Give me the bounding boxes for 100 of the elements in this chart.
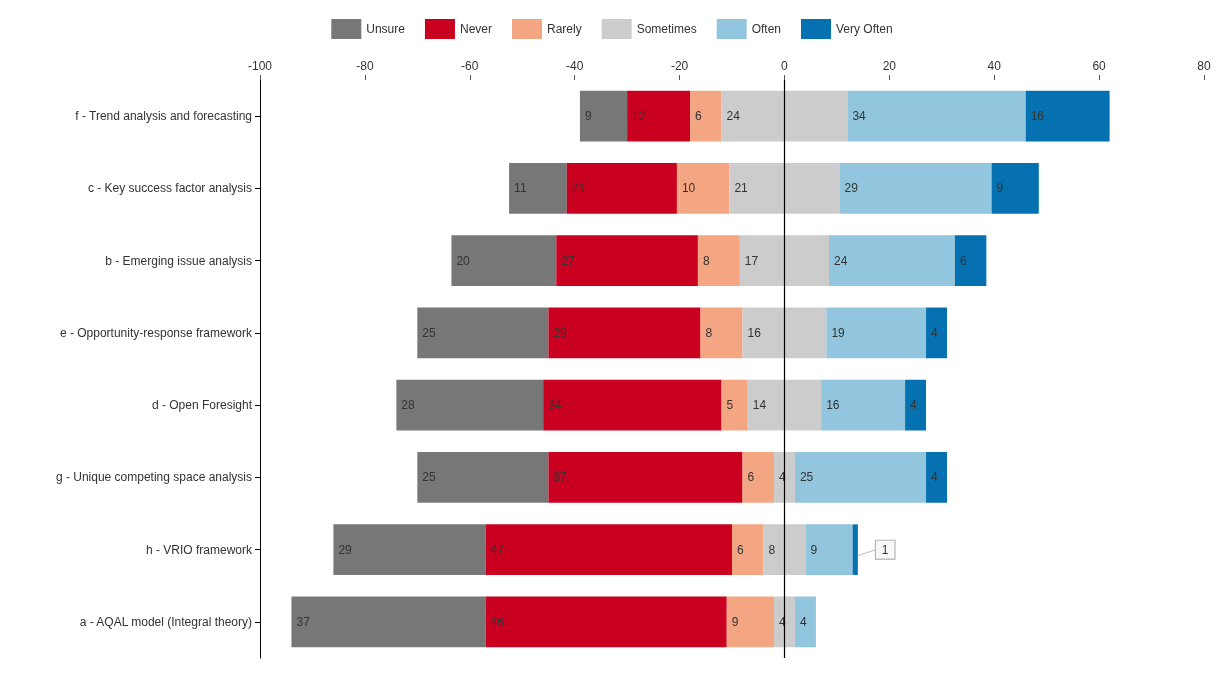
data-label: 21 <box>734 181 749 196</box>
bar <box>991 163 1039 214</box>
bar <box>509 163 567 214</box>
data-label: 34 <box>548 398 562 413</box>
y-tick-label: g - Unique competing space analysis <box>55 470 252 485</box>
bar <box>839 163 992 214</box>
y-tick-label: e - Opportunity-response framework <box>59 325 253 340</box>
bar <box>763 524 806 575</box>
legend-label: Never <box>459 22 492 36</box>
bar <box>852 524 858 575</box>
data-label: 29 <box>338 542 353 557</box>
bar <box>333 524 486 575</box>
data-label: 4 <box>931 470 939 485</box>
data-label: 6 <box>737 542 744 557</box>
bar <box>417 307 549 359</box>
y-tick-label: b - Emerging issue analysis <box>105 253 252 268</box>
x-tick-label: -20 <box>670 59 689 73</box>
bar <box>926 452 948 503</box>
legend-label: Very Often <box>836 22 893 36</box>
data-label: 1 <box>881 542 889 557</box>
data-label: 4 <box>799 614 807 629</box>
bar <box>721 90 848 142</box>
x-tick-label: 0 <box>781 59 789 73</box>
legend-label: Sometimes <box>636 22 697 36</box>
data-label: 12 <box>632 109 646 124</box>
data-label: 6 <box>747 470 755 485</box>
bar <box>543 379 722 431</box>
data-label: 4 <box>910 398 918 413</box>
data-label: 16 <box>1030 109 1045 124</box>
data-label: 21 <box>571 181 586 196</box>
bar <box>773 596 795 648</box>
bar <box>627 90 691 142</box>
x-tick-label: 40 <box>987 59 1002 73</box>
data-label: 20 <box>456 253 471 268</box>
data-label: 9 <box>584 109 592 124</box>
y-tick-label: c - Key success factor analysis <box>87 181 252 196</box>
bar <box>697 235 740 286</box>
bar <box>821 379 906 431</box>
bar <box>396 379 544 431</box>
x-tick-label: -40 <box>565 59 584 73</box>
data-label: 25 <box>422 470 437 485</box>
bar <box>451 235 557 286</box>
bar <box>739 235 830 286</box>
data-label: 27 <box>561 253 575 268</box>
bar <box>742 307 827 359</box>
data-label: 17 <box>744 253 759 268</box>
y-tick-label: a - AQAL model (Integral theory) <box>79 614 252 629</box>
bar <box>721 379 748 431</box>
data-label: 9 <box>810 542 818 557</box>
data-label: 4 <box>931 325 939 340</box>
bar <box>826 307 927 359</box>
bar <box>742 452 774 503</box>
data-label: 19 <box>831 325 846 340</box>
data-label: 46 <box>490 614 505 629</box>
bar <box>954 235 987 286</box>
legend-label: Unsure <box>366 22 406 36</box>
x-tick-label: 20 <box>882 59 897 73</box>
data-label: 6 <box>695 109 703 124</box>
legend-label: Often <box>751 22 782 36</box>
data-label: 28 <box>401 398 416 413</box>
bar <box>485 524 732 575</box>
data-label: 24 <box>726 109 741 124</box>
x-tick-label: 80 <box>1197 59 1211 73</box>
bar <box>829 235 955 286</box>
x-tick-label: 60 <box>1092 59 1107 73</box>
data-label: 29 <box>553 325 568 340</box>
bar <box>700 307 743 359</box>
data-label: 10 <box>681 181 696 196</box>
bar <box>556 235 698 286</box>
data-label: 9 <box>996 181 1004 196</box>
y-tick-label: f - Trend analysis and forecasting <box>75 109 252 124</box>
data-label: 16 <box>826 398 840 413</box>
bar <box>485 596 727 648</box>
y-tick-label: h - VRIO framework <box>145 542 253 557</box>
data-label: 34 <box>852 109 867 124</box>
data-label: 37 <box>296 614 311 629</box>
x-tick-label: -80 <box>356 59 374 73</box>
data-label: 16 <box>747 325 762 340</box>
legend-label: Rarely <box>546 22 582 36</box>
bar <box>417 452 549 503</box>
x-tick-label: -100 <box>247 59 273 73</box>
data-label: 11 <box>514 181 527 196</box>
bar <box>676 163 730 214</box>
bar <box>548 452 743 503</box>
bar <box>805 524 853 575</box>
data-label: 8 <box>768 542 776 557</box>
bar <box>905 379 927 431</box>
data-label: 25 <box>422 325 437 340</box>
data-label: 8 <box>702 253 710 268</box>
bar <box>1025 90 1110 142</box>
data-label: 8 <box>705 325 713 340</box>
bar <box>729 163 840 214</box>
bar <box>847 90 1026 142</box>
data-label: 25 <box>799 470 814 485</box>
bar <box>732 524 764 575</box>
bar <box>548 307 701 359</box>
bar <box>690 90 722 142</box>
data-label: 9 <box>731 614 739 629</box>
data-label: 29 <box>844 181 859 196</box>
bar <box>747 379 822 431</box>
